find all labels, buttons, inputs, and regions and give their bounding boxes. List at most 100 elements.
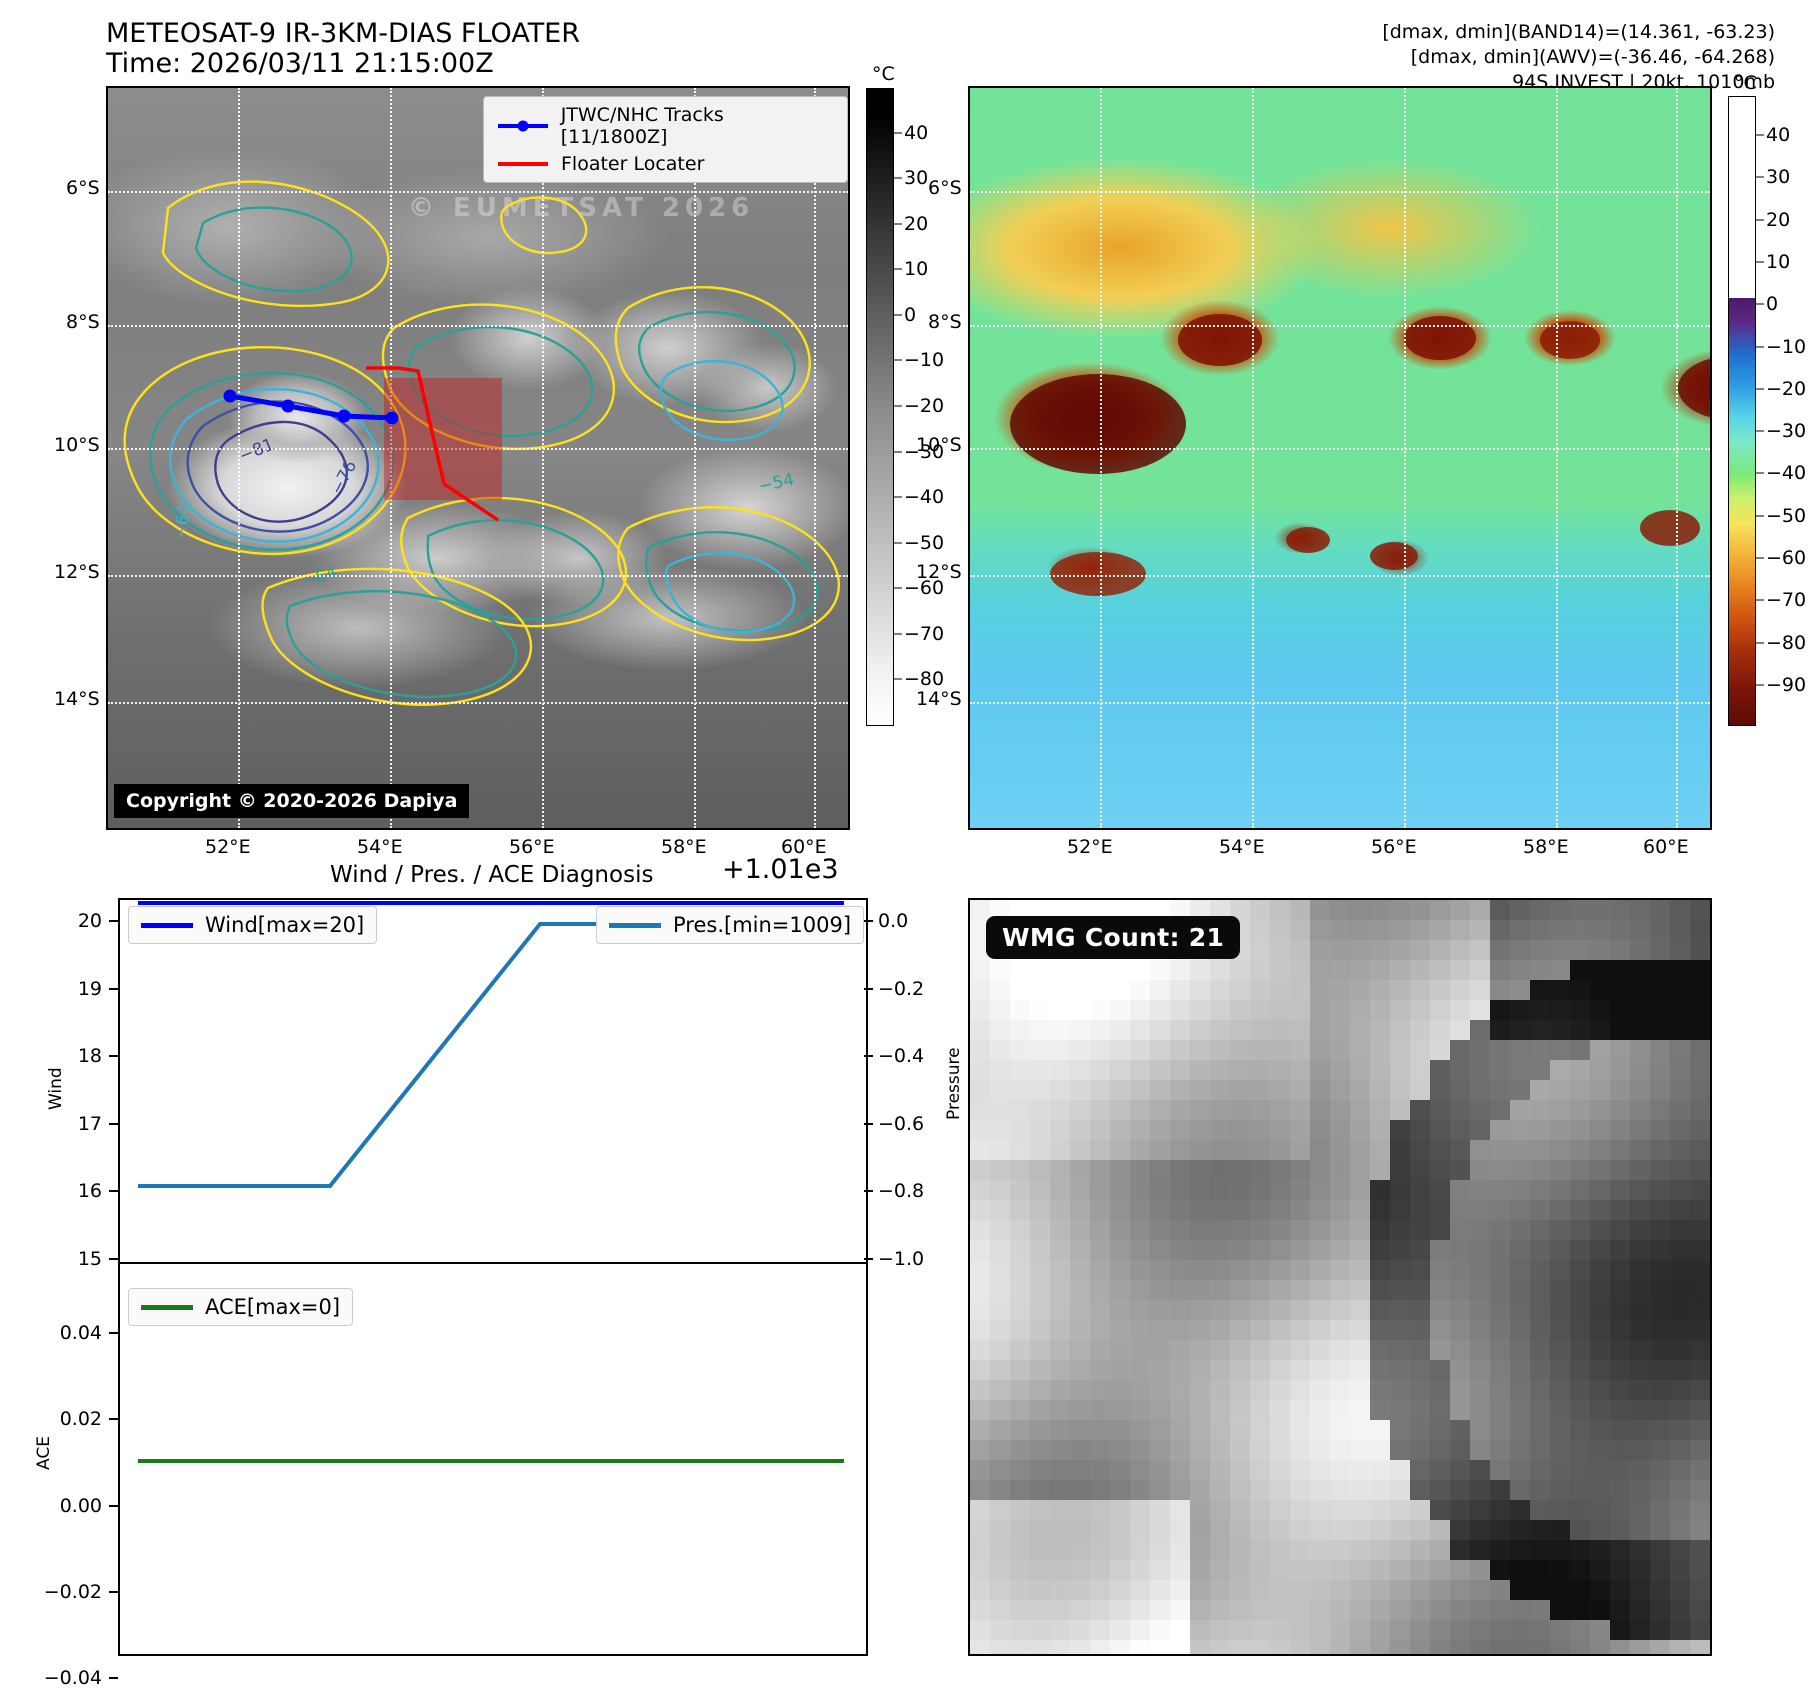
colorbar-tick-label: −50 [1766,504,1807,527]
pressure-line-icon [609,922,661,928]
colorbar-tick-mark [1756,219,1764,221]
ace-plot[interactable] [118,1262,868,1656]
axis-tick-label: 20 [77,910,102,932]
colorbar-tick-mark [894,587,902,589]
ir-lon-tick-60e: 60°E [781,836,827,858]
wv-lon-tick-58e: 58°E [1523,836,1569,858]
svg-text:−64: −64 [171,503,195,541]
axis-tick-label: 0.04 [59,1322,102,1344]
colorbar-tick-mark [894,451,902,453]
axis-tick-mark [109,1677,118,1679]
pressure-legend[interactable]: Pres.[min=1009] [596,906,865,944]
wv-lon-gridline-54 [1252,88,1254,828]
wv-lat-tick-14s: 14°S [916,688,962,710]
axis-tick-label: 18 [77,1045,102,1068]
colorbar-tick-label: 40 [1766,124,1791,147]
colorbar-tick-label: 30 [904,167,929,190]
axis-tick-mark [109,1190,118,1193]
wv-lon-tick-52e: 52°E [1067,836,1113,858]
wv-lat-gridline-6s [970,191,1710,193]
axis-tick-label: −0.6 [878,1112,925,1135]
colorbar-tick-mark [1756,176,1764,178]
wind-axis-label: Wind [46,1067,66,1110]
lon-gridline-60 [814,88,816,828]
axis-tick-label: 17 [77,1112,102,1135]
ir-lat-tick-12s: 12°S [54,561,100,583]
axis-tick-mark [109,1122,118,1125]
colorbar-tick-label: 0 [1766,293,1779,316]
track-line-icon [498,120,548,132]
axis-tick-label: 0.00 [59,1494,102,1517]
wv-lat-gridline-12s [970,575,1710,577]
colorbar-tick-mark [894,223,902,225]
wmg-imagery [970,900,1710,1654]
lat-gridline-14s [108,702,848,704]
colorbar-tick-mark [894,359,902,361]
colorbar-tick-mark [894,542,902,544]
ace-legend[interactable]: ACE[max=0] [128,1288,354,1326]
colorbar-tick-label: 40 [904,121,929,144]
colorbar-tick-label: −10 [904,349,945,372]
colorbar-tick-mark [894,496,902,498]
wv-lon-gridline-52 [1100,88,1102,828]
lat-gridline-12s [108,575,848,577]
floater-line-icon [498,162,548,166]
ir-satellite-map[interactable]: © EUMETSAT 2026 −81 −76 [106,86,850,830]
wv-colorbar[interactable] [1728,96,1756,726]
page-timestamp: Time: 2026/03/11 21:15:00Z [106,48,494,79]
axis-tick-label: 16 [77,1180,102,1203]
eumetsat-watermark: © EUMETSAT 2026 [408,193,755,223]
temperature-contours: −81 −76 −64 −54 −64 [123,180,841,706]
axis-tick-mark [864,1122,873,1125]
colorbar-tick-label: −80 [1766,631,1807,654]
wv-lon-tick-56e: 56°E [1371,836,1417,858]
wv-lat-gridline-8s [970,325,1710,327]
ace-legend-label: ACE[max=0] [205,1295,341,1319]
colorbar-tick-mark [894,405,902,407]
colorbar-tick-mark [1756,388,1764,390]
colorbar-tick-mark [1756,430,1764,432]
wind-pressure-plot[interactable] [118,898,868,1264]
lat-gridline-10s [108,448,848,450]
wmg-count-badge: WMG Count: 21 [986,916,1241,959]
colorbar-tick-label: −40 [1766,462,1807,485]
enhanced-ir-map[interactable] [968,86,1712,830]
colorbar-tick-label: 20 [1766,208,1791,231]
colorbar-tick-label: −90 [1766,673,1807,696]
axis-tick-label: −1.0 [878,1248,925,1270]
colorbar-tick-mark [1756,684,1764,686]
axis-tick-mark [109,1504,118,1507]
colorbar-tick-label: −50 [904,531,945,554]
axis-tick-mark [109,1258,118,1260]
legend-item-floater[interactable]: Floater Locater [496,153,835,175]
axis-tick-mark [109,987,118,990]
axis-tick-mark [864,1258,873,1260]
lat-gridline-8s [108,325,848,327]
lon-gridline-58 [694,88,696,828]
wind-legend[interactable]: Wind[max=20] [128,906,378,944]
colorbar-tick-mark [1756,557,1764,559]
ir-colorbar[interactable] [866,88,894,726]
colorbar-tick-label: 20 [904,212,929,235]
axis-tick-label: 0.02 [59,1408,102,1431]
legend-label-tracks: JTWC/NHC Tracks [11/1800Z] [560,104,724,148]
wv-lon-tick-60e: 60°E [1643,836,1689,858]
axis-tick-mark [864,987,873,990]
colorbar-tick-label: −60 [1766,547,1807,569]
colorbar-tick-label: −60 [904,577,945,600]
wv-lat-tick-10s: 10°S [916,434,962,456]
colorbar-tick-mark [894,314,902,316]
ir-lat-tick-8s: 8°S [66,311,100,333]
colorbar-tick-mark [894,177,902,179]
axis-tick-label: −0.8 [878,1180,925,1203]
wmg-panel[interactable]: WMG Count: 21 [968,898,1712,1656]
legend-item-tracks[interactable]: JTWC/NHC Tracks [11/1800Z] [496,104,835,148]
wv-lat-gridline-14s [970,702,1710,704]
lon-gridline-56 [542,88,544,828]
colorbar-tick-label: −70 [904,622,945,645]
colorbar-tick-mark [1756,515,1764,517]
lat-gridline-6s [108,191,848,193]
lon-gridline-52 [238,88,240,828]
axis-tick-mark [109,1418,118,1421]
axis-tick-mark [109,920,118,922]
